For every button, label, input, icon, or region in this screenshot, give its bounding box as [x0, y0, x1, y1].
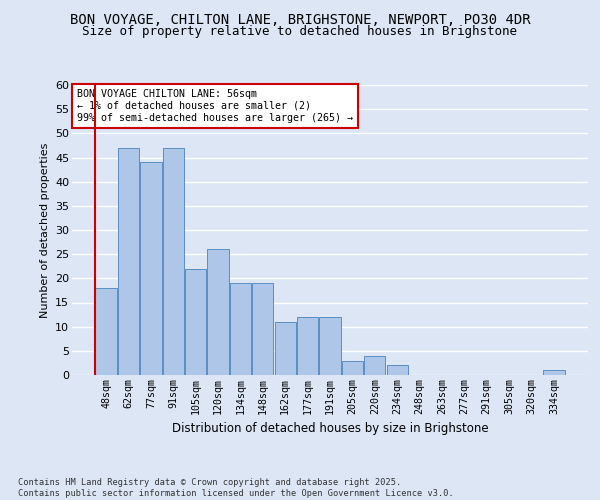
X-axis label: Distribution of detached houses by size in Brighstone: Distribution of detached houses by size …: [172, 422, 488, 435]
Bar: [543, 370, 565, 375]
Text: Contains HM Land Registry data © Crown copyright and database right 2025.
Contai: Contains HM Land Registry data © Crown c…: [18, 478, 454, 498]
Bar: [140, 162, 161, 375]
Bar: [163, 148, 184, 375]
Bar: [95, 288, 117, 375]
Bar: [275, 322, 296, 375]
Text: BON VOYAGE, CHILTON LANE, BRIGHSTONE, NEWPORT, PO30 4DR: BON VOYAGE, CHILTON LANE, BRIGHSTONE, NE…: [70, 12, 530, 26]
Bar: [118, 148, 139, 375]
Bar: [230, 283, 251, 375]
Bar: [386, 366, 408, 375]
Bar: [342, 360, 363, 375]
Y-axis label: Number of detached properties: Number of detached properties: [40, 142, 50, 318]
Text: BON VOYAGE CHILTON LANE: 56sqm
← 1% of detached houses are smaller (2)
99% of se: BON VOYAGE CHILTON LANE: 56sqm ← 1% of d…: [77, 90, 353, 122]
Bar: [297, 317, 318, 375]
Bar: [208, 250, 229, 375]
Bar: [185, 268, 206, 375]
Bar: [319, 317, 341, 375]
Bar: [252, 283, 274, 375]
Text: Size of property relative to detached houses in Brighstone: Size of property relative to detached ho…: [83, 25, 517, 38]
Bar: [364, 356, 385, 375]
